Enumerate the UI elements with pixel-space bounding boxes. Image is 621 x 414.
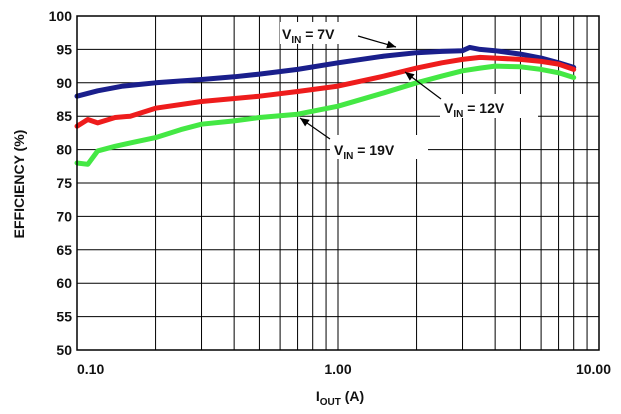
series-label-suffix: = 19V	[353, 142, 395, 158]
y-tick-label: 100	[49, 8, 73, 24]
x-axis-title-main: I	[316, 388, 320, 404]
x-tick-labels: 0.10 1.00 10.00	[77, 361, 611, 377]
annotation-background	[330, 135, 428, 159]
plot-frame	[76, 15, 600, 351]
y-tick-label: 60	[56, 275, 72, 291]
y-tick-label: 75	[56, 175, 72, 191]
annotation-arrowhead	[386, 40, 396, 49]
y-tick-label: 65	[56, 242, 72, 258]
x-axis-title-sub: OUT	[320, 397, 341, 408]
series-annotation: VIN = 7V	[280, 22, 397, 49]
series-layer	[74, 44, 577, 167]
series-label: VIN = 7V	[282, 26, 335, 46]
series-annotation: VIN = 12V	[404, 71, 538, 120]
series-label-main: V	[282, 26, 292, 42]
y-tick-label: 85	[56, 108, 72, 124]
series-label-sub: IN	[343, 151, 353, 162]
series-line	[74, 54, 577, 129]
y-tick-labels: 50 55 60 65 70 75 80 85 90 95 100	[49, 8, 73, 358]
y-axis-title: EFFICIENCY (%)	[11, 130, 27, 239]
y-tick-label: 55	[56, 309, 72, 325]
series-line	[74, 63, 577, 167]
x-axis-title: IOUT (A)	[316, 388, 364, 408]
series-label-main: V	[444, 100, 454, 116]
series-label: VIN = 19V	[334, 142, 395, 162]
x-tick-label: 1.00	[324, 361, 351, 377]
series-label-suffix: = 7V	[301, 26, 335, 42]
x-tick-label: 0.10	[77, 361, 104, 377]
series-annotation: VIN = 19V	[299, 117, 428, 162]
annotation-background	[280, 22, 360, 44]
annotation-background	[440, 94, 538, 118]
y-tick-label: 80	[56, 142, 72, 158]
y-tick-label: 95	[56, 41, 72, 57]
annotation-arrowhead	[300, 118, 310, 127]
series-label: VIN = 12V	[444, 100, 505, 120]
series-label-sub: IN	[291, 35, 301, 46]
series-label-suffix: = 12V	[463, 100, 505, 116]
y-tick-label: 50	[56, 342, 72, 358]
y-tick-label: 70	[56, 208, 72, 224]
series-label-main: V	[334, 142, 344, 158]
x-tick-label: 10.00	[576, 361, 611, 377]
series-label-sub: IN	[453, 109, 463, 120]
annotation-arrowhead	[405, 72, 415, 81]
series-line	[74, 44, 577, 99]
x-axis-title-suffix: (A)	[341, 388, 364, 404]
y-tick-label: 90	[56, 75, 72, 91]
